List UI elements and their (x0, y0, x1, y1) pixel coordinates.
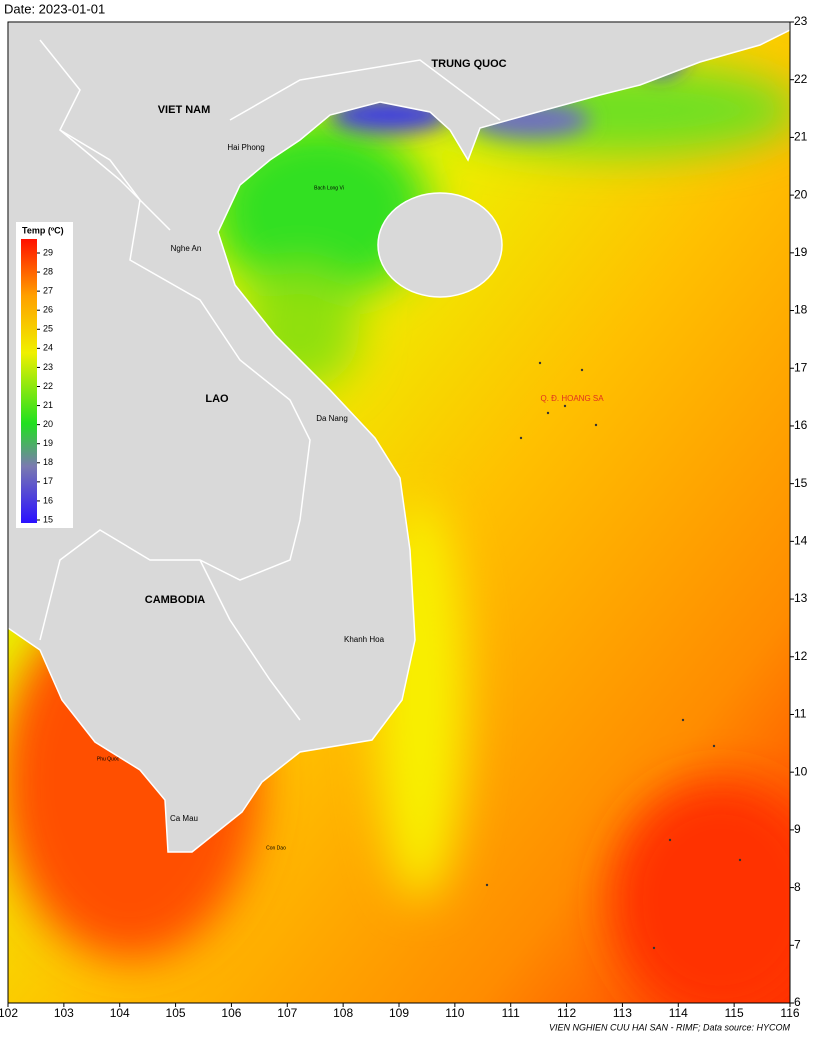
y-tick-label: 11 (794, 707, 807, 721)
legend-tick-label: 23 (43, 362, 53, 372)
place-label: LAO (205, 393, 229, 405)
x-tick-label: 108 (333, 1006, 353, 1020)
place-label: VIET NAM (158, 104, 211, 116)
x-tick-label: 112 (557, 1006, 576, 1020)
legend-tick-label: 16 (43, 495, 53, 505)
credit: VIEN NGHIEN CUU HAI SAN - RIMF; Data sou… (549, 1022, 791, 1032)
x-tick-label: 113 (613, 1006, 632, 1020)
legend-tick-label: 19 (43, 438, 53, 448)
legend-tick-label: 18 (43, 457, 53, 467)
legend-tick-label: 29 (43, 247, 53, 257)
y-tick-label: 22 (794, 72, 808, 86)
legend-tick-label: 27 (43, 286, 53, 296)
y-tick-label: 13 (794, 591, 808, 605)
place-label: Da Nang (316, 414, 348, 423)
y-tick-label: 21 (794, 130, 808, 144)
x-tick-label: 115 (725, 1006, 744, 1020)
axes: 102 103 104 105 106 107 108 109 110 111 112 113 114 1… (0, 14, 808, 1020)
place-label: Phu Quoc (97, 756, 120, 762)
legend: Temp (ºC) 15 16 17 18 19 20 21 22 23 24 25 26 27 28 29 (16, 222, 73, 528)
map: TRUNG QUOC VIET NAM Hai Phong Bach Long Vi N… (8, 22, 790, 1003)
legend-tick-label: 22 (43, 381, 53, 391)
legend-tick-label: 25 (43, 324, 53, 334)
colorbar (21, 239, 37, 523)
x-tick-label: 102 (0, 1006, 18, 1020)
legend-tick-label: 20 (43, 419, 53, 429)
y-tick-label: 23 (794, 14, 808, 28)
place-label: Con Dao (266, 845, 286, 851)
x-tick-label: 111 (502, 1006, 521, 1020)
y-tick-label: 6 (794, 995, 801, 1009)
y-tick-label: 16 (794, 418, 808, 432)
place-label: Nghe An (171, 244, 202, 253)
y-tick-label: 8 (794, 880, 801, 894)
y-tick-label: 17 (794, 360, 808, 374)
hainan (377, 192, 503, 298)
y-tick-label: 15 (794, 476, 808, 490)
date: Date: 2023-01-01 (4, 1, 105, 16)
place-labels: TRUNG QUOC VIET NAM Hai Phong Bach Long Vi N… (97, 58, 604, 851)
x-tick-label: 104 (110, 1006, 130, 1020)
y-tick-label: 7 (794, 937, 801, 951)
legend-tick-label: 26 (43, 305, 53, 315)
x-tick-label: 110 (445, 1006, 464, 1020)
y-tick-label: 12 (794, 649, 808, 663)
x-tick-label: 105 (166, 1006, 186, 1020)
y-tick-label: 9 (794, 822, 801, 836)
land (8, 22, 790, 853)
place-label: CAMBODIA (145, 594, 206, 606)
legend-tick-label: 17 (43, 476, 53, 486)
borders (39, 39, 501, 721)
x-tick-label: 114 (669, 1006, 688, 1020)
legend-tick-label: 21 (43, 400, 53, 410)
place-label: Khanh Hoa (344, 635, 385, 644)
y-tick-label: 18 (794, 303, 808, 317)
place-label: Ca Mau (170, 814, 198, 823)
y-tick-label: 14 (794, 534, 808, 548)
y-tick-label: 19 (794, 245, 808, 259)
y-tick-label: 10 (794, 764, 808, 778)
x-tick-label: 106 (221, 1006, 241, 1020)
x-tick-label: 109 (389, 1006, 409, 1020)
islands (485, 361, 742, 950)
place-label: Hai Phong (227, 143, 264, 152)
place-label: Bach Long Vi (314, 185, 344, 191)
x-tick-label: 107 (277, 1006, 297, 1020)
place-label: TRUNG QUOC (431, 58, 506, 70)
x-tick-label: 103 (54, 1006, 74, 1020)
legend-tick-label: 28 (43, 266, 53, 276)
legend-title: Temp (ºC) (22, 225, 64, 235)
legend-tick-label: 15 (43, 514, 53, 524)
legend-tick-label: 24 (43, 343, 53, 353)
x-tick-label: 116 (780, 1006, 799, 1020)
y-tick-label: 20 (794, 187, 808, 201)
place-label: Q. Đ. HOANG SA (540, 394, 604, 403)
